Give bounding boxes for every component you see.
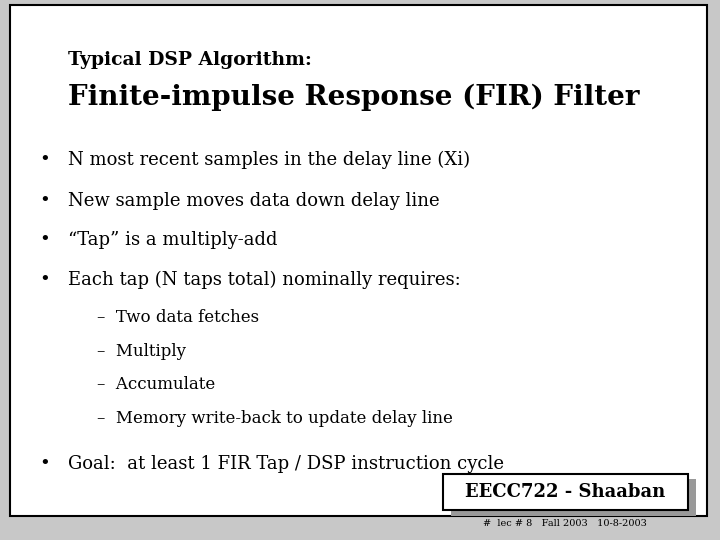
Text: Each tap (N taps total) nominally requires:: Each tap (N taps total) nominally requir… [68,271,461,289]
FancyBboxPatch shape [10,5,707,516]
Text: #  lec # 8   Fall 2003   10-8-2003: # lec # 8 Fall 2003 10-8-2003 [483,519,647,528]
Text: •: • [40,151,50,169]
Text: •: • [40,455,50,472]
FancyBboxPatch shape [451,479,696,516]
Text: –  Two data fetches: – Two data fetches [97,309,259,326]
Text: •: • [40,192,50,210]
Text: Finite-impulse Response (FIR) Filter: Finite-impulse Response (FIR) Filter [68,84,640,111]
Text: New sample moves data down delay line: New sample moves data down delay line [68,192,440,210]
Text: Typical DSP Algorithm:: Typical DSP Algorithm: [68,51,312,69]
Text: Goal:  at least 1 FIR Tap / DSP instruction cycle: Goal: at least 1 FIR Tap / DSP instructi… [68,455,505,472]
Text: •: • [40,231,50,249]
Text: –  Memory write-back to update delay line: – Memory write-back to update delay line [97,410,453,427]
Text: “Tap” is a multiply-add: “Tap” is a multiply-add [68,231,278,249]
Text: EECC722 - Shaaban: EECC722 - Shaaban [465,483,665,501]
Text: N most recent samples in the delay line (Xi): N most recent samples in the delay line … [68,151,471,170]
Text: –  Accumulate: – Accumulate [97,376,215,393]
Text: •: • [40,271,50,289]
Text: –  Multiply: – Multiply [97,343,186,360]
FancyBboxPatch shape [443,474,688,510]
